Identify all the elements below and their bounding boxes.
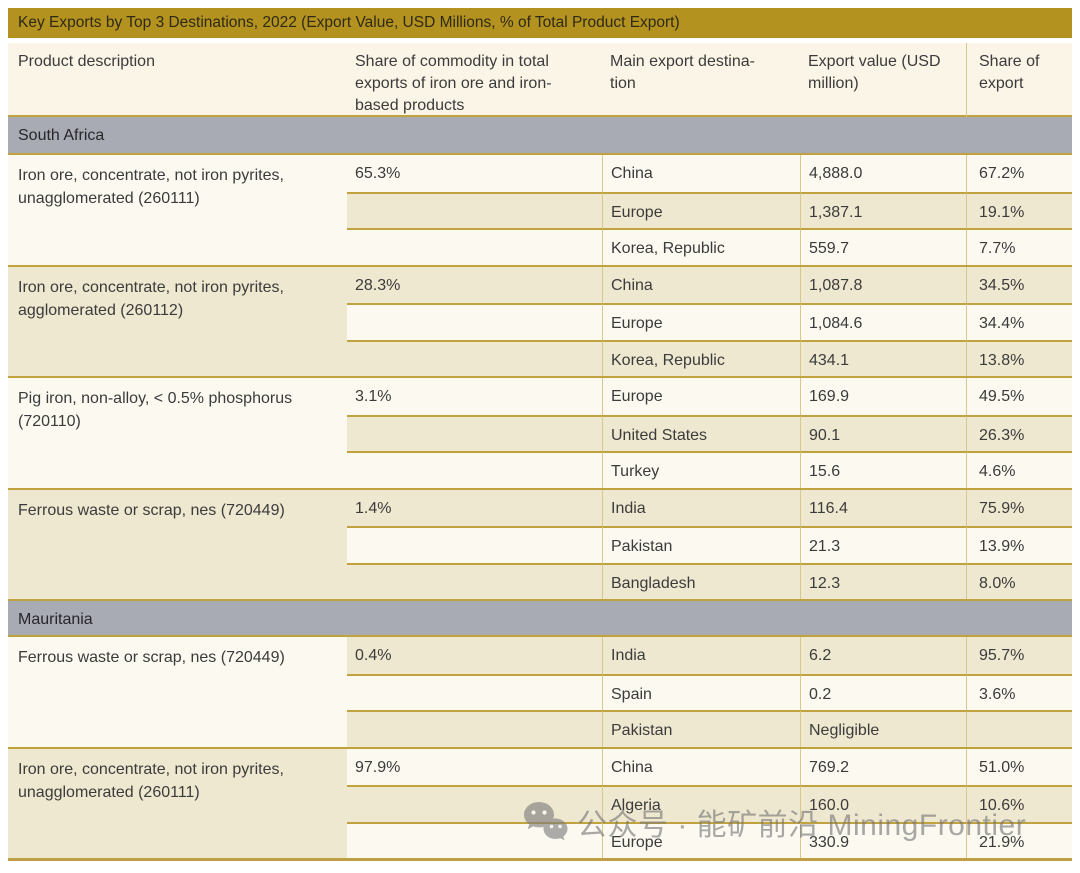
export-value-cell: 90.1 [800, 414, 966, 451]
export-value-cell: 15.6 [800, 451, 966, 488]
export-value-cell: 1,387.1 [800, 191, 966, 228]
export-value-cell: 6.2 [800, 637, 966, 674]
export-value-cell: 12.3 [800, 562, 966, 599]
share-of-export-cell: 3.6% [966, 673, 1072, 710]
table-title-bar: Key Exports by Top 3 Destinations, 2022 … [8, 8, 1072, 38]
share-of-commodity-cell [347, 526, 602, 563]
destination-cell: China [602, 155, 800, 192]
destination-cell: Turkey [602, 451, 800, 488]
product-description-cell: Pig iron, non-alloy, < 0.5% phosphorus (… [8, 378, 347, 488]
section-header-south-africa: South Africa [8, 117, 1072, 155]
col-header-export-value: Export value (USD million) [808, 53, 941, 92]
share-of-commodity-cell [347, 228, 602, 265]
share-of-commodity-cell [347, 673, 602, 710]
destination-cell: Europe [602, 191, 800, 228]
export-value-cell: Negligible [800, 710, 966, 747]
share-of-export-cell: 26.3% [966, 414, 1072, 451]
share-of-commodity-cell: 28.3% [347, 266, 602, 303]
share-of-export-cell: 13.8% [966, 339, 1072, 376]
share-of-export-cell: 13.9% [966, 526, 1072, 563]
share-of-commodity-cell: 1.4% [347, 489, 602, 526]
share-of-export-cell: 4.6% [966, 451, 1072, 488]
product-group-south-africa-4: Ferrous waste or scrap, nes (720449) 1.4%… [8, 487, 1072, 599]
share-of-commodity-cell [347, 339, 602, 376]
export-value-cell: 116.4 [800, 489, 966, 526]
col-header-share-of-export: Share of export [966, 43, 1072, 117]
destination-cell: United States [602, 414, 800, 451]
product-group-south-africa-3: Pig iron, non-alloy, < 0.5% phosphorus (… [8, 376, 1072, 488]
share-of-commodity-cell [347, 414, 602, 451]
product-group-south-africa-1: Iron ore, concentrate, not iron pyrites,… [8, 155, 1072, 265]
column-header-row: Product description Share of commodity i… [8, 43, 1072, 117]
destination-cell: India [602, 637, 800, 674]
share-of-commodity-cell [347, 562, 602, 599]
product-group-mauritania-1: Ferrous waste or scrap, nes (720449) 0.4%… [8, 637, 1072, 747]
share-of-export-cell: 95.7% [966, 637, 1072, 674]
destination-cell: Pakistan [602, 526, 800, 563]
col-header-product-description: Product description [18, 53, 155, 70]
destination-cell: Spain [602, 673, 800, 710]
share-of-commodity-cell: 65.3% [347, 155, 602, 192]
share-of-export-cell: 34.4% [966, 303, 1072, 340]
export-value-cell: 434.1 [800, 339, 966, 376]
share-of-export-cell: 67.2% [966, 155, 1072, 192]
col-header-share-of-commodity: Share of commodity in total exports of i… [355, 53, 552, 114]
export-value-cell: 169.9 [800, 378, 966, 415]
product-description-cell: Iron ore, concentrate, not iron pyrites,… [8, 266, 347, 376]
product-description-cell: Iron ore, concentrate, not iron pyrites,… [8, 155, 347, 265]
destination-cell: Europe [602, 378, 800, 415]
table-body: South Africa Iron ore, concentrate, not i… [8, 117, 1072, 858]
share-of-export-cell: 49.5% [966, 378, 1072, 415]
destination-cell: China [602, 266, 800, 303]
share-of-commodity-cell: 3.1% [347, 378, 602, 415]
destination-cell: India [602, 489, 800, 526]
destination-cell: Korea, Republic [602, 228, 800, 265]
destination-cell: Pakistan [602, 710, 800, 747]
export-value-cell: 4,888.0 [800, 155, 966, 192]
share-of-commodity-cell [347, 785, 602, 822]
export-value-cell: 559.7 [800, 228, 966, 265]
share-of-commodity-cell [347, 451, 602, 488]
product-description-cell: Ferrous waste or scrap, nes (720449) [8, 637, 347, 747]
export-value-cell: 769.2 [800, 748, 966, 785]
share-of-export-cell: 7.7% [966, 228, 1072, 265]
share-of-commodity-cell: 0.4% [347, 637, 602, 674]
product-description-cell: Ferrous waste or scrap, nes (720449) [8, 489, 347, 599]
share-of-export-cell: 10.6% [966, 785, 1072, 822]
share-of-commodity-cell [347, 821, 602, 858]
export-value-cell: 1,084.6 [800, 303, 966, 340]
export-value-cell: 330.9 [800, 821, 966, 858]
export-value-cell: 0.2 [800, 673, 966, 710]
destination-cell: Europe [602, 821, 800, 858]
share-of-export-cell: 34.5% [966, 266, 1072, 303]
destination-cell: Europe [602, 303, 800, 340]
destination-cell: Korea, Republic [602, 339, 800, 376]
table-title: Key Exports by Top 3 Destinations, 2022 … [18, 14, 680, 31]
share-of-commodity-cell: 97.9% [347, 748, 602, 785]
share-of-commodity-cell [347, 710, 602, 747]
share-of-export-cell: 8.0% [966, 562, 1072, 599]
product-description-cell: Iron ore, concentrate, not iron pyrites,… [8, 748, 347, 858]
destination-cell: Bangladesh [602, 562, 800, 599]
product-group-south-africa-2: Iron ore, concentrate, not iron pyrites,… [8, 264, 1072, 376]
share-of-export-cell: 75.9% [966, 489, 1072, 526]
destination-cell: China [602, 748, 800, 785]
export-value-cell: 21.3 [800, 526, 966, 563]
share-of-export-cell: 51.0% [966, 748, 1072, 785]
share-of-export-cell: 21.9% [966, 821, 1072, 858]
export-value-cell: 1,087.8 [800, 266, 966, 303]
key-exports-table: Key Exports by Top 3 Destinations, 2022 … [8, 8, 1072, 861]
share-of-commodity-cell [347, 303, 602, 340]
col-header-main-export-destination: Main export destina- tion [610, 53, 755, 92]
share-of-commodity-cell [347, 191, 602, 228]
share-of-export-cell [966, 710, 1072, 747]
export-value-cell: 160.0 [800, 785, 966, 822]
product-group-mauritania-2: Iron ore, concentrate, not iron pyrites,… [8, 746, 1072, 858]
destination-cell: Algeria [602, 785, 800, 822]
share-of-export-cell: 19.1% [966, 191, 1072, 228]
section-header-mauritania: Mauritania [8, 599, 1072, 637]
